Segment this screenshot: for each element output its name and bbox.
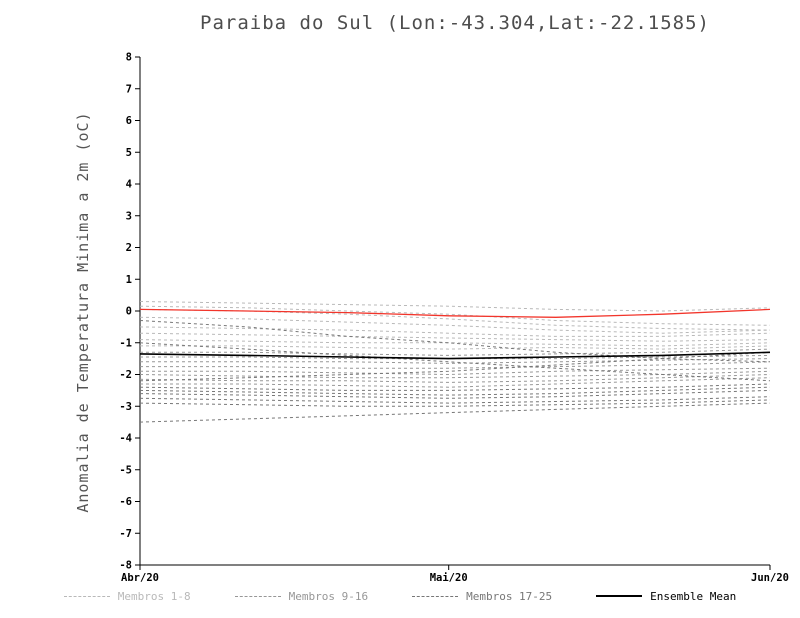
- y-tick-label: -5: [119, 464, 132, 476]
- legend-label: Membros 1-8: [117, 589, 191, 603]
- series-line: [140, 361, 771, 369]
- legend: Membros 1-8 Membros 9-16 Membros 17-25 E…: [0, 585, 800, 607]
- y-tick-label: -4: [119, 433, 132, 445]
- series-line: [140, 377, 771, 388]
- legend-item-membros-9-16: Membros 9-16: [234, 589, 369, 603]
- series-line: [139, 383, 771, 391]
- series-line: [140, 345, 771, 350]
- series-line: [139, 386, 771, 396]
- y-tick-label: -3: [119, 401, 132, 413]
- y-tick-label: 2: [126, 242, 132, 254]
- y-tick-label: 0: [126, 306, 132, 318]
- chart-title: Paraiba do Sul (Lon:-43.304,Lat:-22.1585…: [200, 12, 710, 34]
- legend-label: Membros 17-25: [466, 589, 553, 603]
- series-line: [139, 305, 771, 326]
- y-tick-label: -6: [119, 496, 132, 508]
- dashed-line-sample-icon: [412, 595, 459, 597]
- y-tick-label: -8: [119, 560, 132, 572]
- series-line: [140, 367, 771, 376]
- series-line: [139, 342, 771, 382]
- legend-label: Ensemble Mean: [650, 589, 737, 603]
- series-line: [139, 301, 771, 312]
- series-line: [139, 402, 771, 423]
- x-tick-label: Abr/20: [121, 572, 159, 584]
- series-line: [140, 358, 771, 364]
- legend-item-membros-1-8: Membros 1-8: [63, 589, 191, 603]
- series-line: [139, 370, 771, 379]
- solid-line-sample-icon: [596, 595, 643, 597]
- series-line: [139, 326, 771, 337]
- y-tick-label: 3: [126, 210, 132, 222]
- series-line: [139, 389, 771, 399]
- y-tick-label: 6: [126, 115, 132, 127]
- series-line: [139, 320, 771, 363]
- series-line: [139, 351, 771, 360]
- y-tick-label: 8: [126, 52, 132, 64]
- series-line: [139, 374, 771, 383]
- y-tick-label: -7: [119, 528, 132, 540]
- series-line: [139, 339, 771, 347]
- y-tick-label: 1: [126, 274, 132, 286]
- series-line: [139, 316, 771, 334]
- y-tick-label: 4: [126, 179, 132, 191]
- y-tick-label: -1: [119, 337, 132, 349]
- series-line: [139, 396, 771, 404]
- dashed-line-sample-icon: [234, 595, 281, 597]
- x-tick-label: Mai/20: [430, 572, 468, 584]
- x-tick-label: Jun/20: [751, 572, 789, 584]
- series-line: [139, 308, 771, 331]
- series-line: [139, 399, 771, 407]
- series-line: [139, 332, 771, 342]
- y-tick-label: 5: [126, 147, 132, 159]
- series-line: [139, 308, 771, 318]
- legend-label: Membros 9-16: [288, 589, 369, 603]
- series-line: [140, 348, 771, 356]
- dashed-line-sample-icon: [63, 595, 110, 597]
- legend-item-membros-17-25: Membros 17-25: [412, 590, 552, 603]
- legend-item-ensemble-mean: Ensemble Mean: [596, 590, 736, 603]
- y-tick-label: -2: [119, 369, 132, 381]
- y-tick-label: 7: [126, 83, 132, 95]
